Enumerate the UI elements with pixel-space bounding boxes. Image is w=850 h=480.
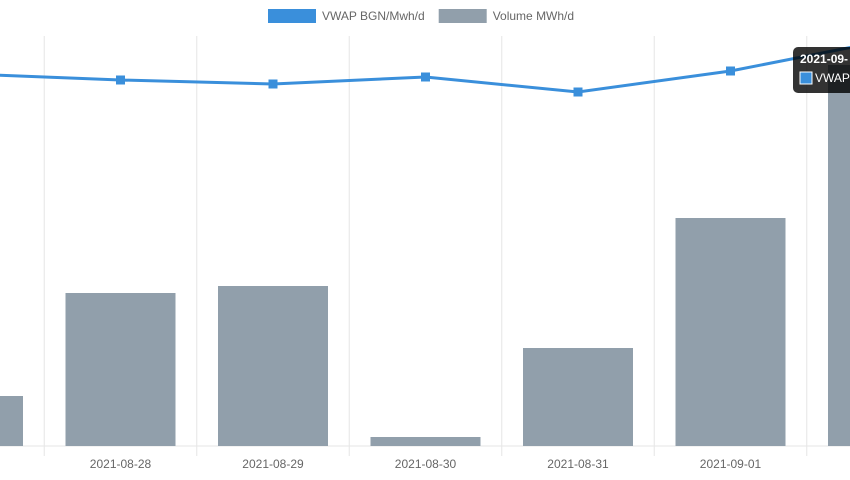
legend-swatch[interactable] [438, 9, 487, 23]
legend-swatch[interactable] [268, 9, 316, 23]
x-tick-label: 2021-08-28 [90, 457, 152, 471]
bar [675, 218, 786, 446]
bar [523, 348, 633, 446]
tooltip: 2021-09- VWAP [793, 47, 850, 93]
point [268, 79, 278, 89]
plot-area: 2021-08-28 2021-08-29 2021-08-30 2021-08-31… [0, 36, 850, 471]
tooltip-label: VWAP [815, 71, 850, 85]
point [421, 72, 430, 82]
bar [65, 293, 176, 446]
legend: VWAP BGN/Mwh/d Volume MWh/d [268, 9, 574, 23]
bar [0, 396, 23, 446]
x-tick-label: 2021-08-31 [547, 457, 609, 471]
bar [828, 65, 850, 446]
bar [218, 286, 328, 446]
line [0, 45, 850, 94]
point [726, 66, 735, 76]
x-tick-label: 2021-08-30 [395, 457, 457, 471]
tooltip-swatch [799, 71, 813, 85]
x-tick-label: 2021-09-01 [700, 457, 762, 471]
point [116, 75, 125, 85]
legend-label[interactable]: Volume MWh/d [493, 9, 574, 23]
point [573, 87, 583, 97]
bar [370, 437, 481, 446]
tooltip-title: 2021-09- [800, 52, 848, 66]
legend-label[interactable]: VWAP BGN/Mwh/d [322, 9, 425, 23]
x-tick-label: 2021-08-29 [242, 457, 304, 471]
